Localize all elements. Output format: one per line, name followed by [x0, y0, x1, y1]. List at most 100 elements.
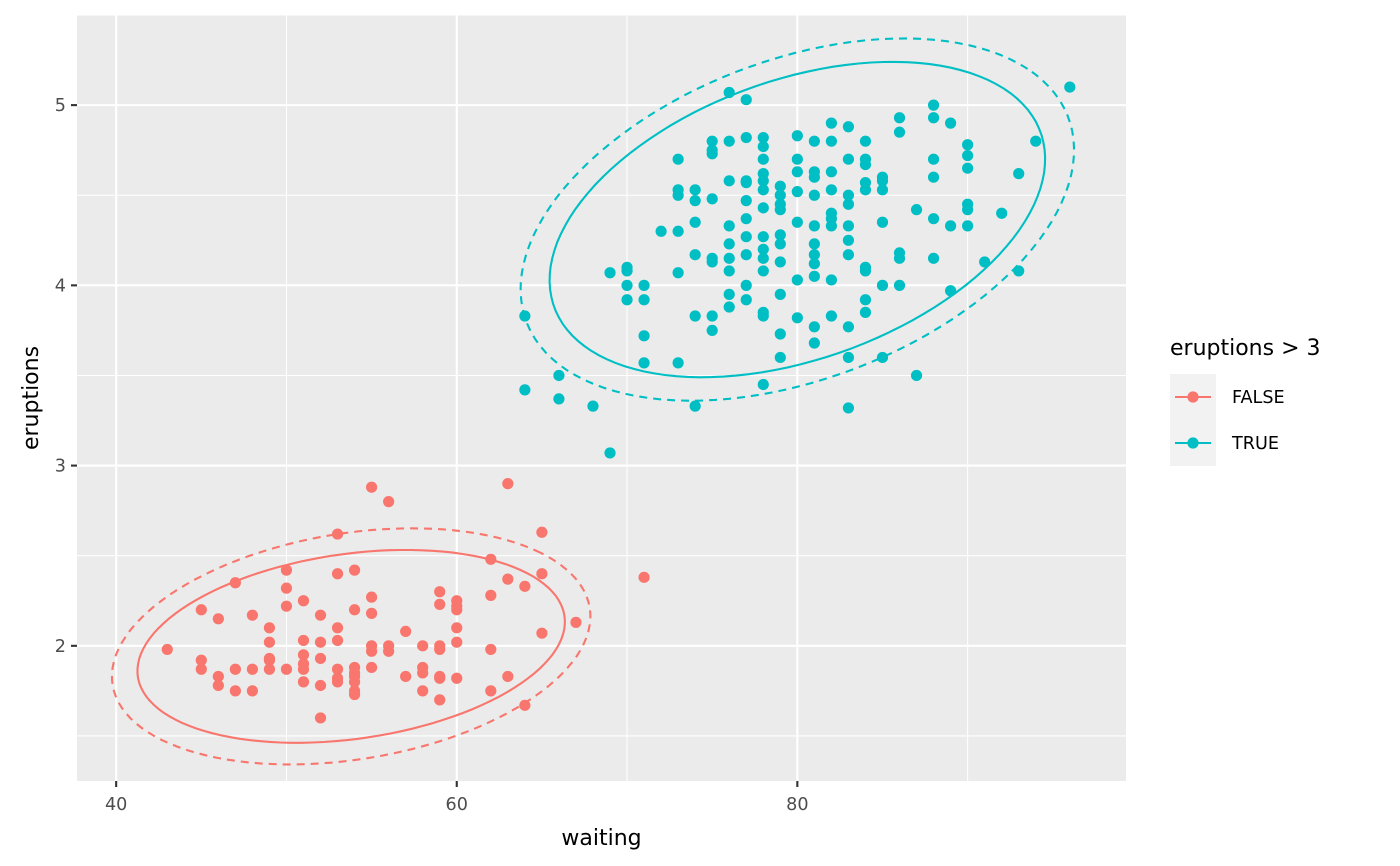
data-point: [331, 663, 344, 675]
data-point: [451, 672, 463, 684]
data-point: [893, 112, 906, 124]
data-point: [383, 496, 395, 508]
data-point: [604, 447, 616, 459]
data-point: [962, 139, 974, 151]
data-point: [893, 279, 906, 291]
data-point: [366, 591, 378, 603]
data-point: [757, 252, 769, 264]
data-point: [519, 580, 531, 592]
data-point: [740, 94, 752, 106]
data-point: [808, 238, 820, 250]
data-point: [842, 189, 855, 201]
data-point: [485, 685, 497, 697]
data-point: [859, 306, 872, 318]
data-point: [434, 640, 446, 652]
data-point: [348, 661, 361, 674]
data-point: [297, 658, 310, 670]
data-point: [757, 168, 769, 180]
data-point: [1064, 81, 1076, 93]
data-point: [212, 679, 224, 692]
data-point: [740, 131, 752, 144]
data-point: [348, 564, 361, 576]
x-axis-title: waiting: [561, 826, 641, 851]
data-point: [740, 175, 752, 187]
data-point: [791, 186, 803, 198]
data-point: [825, 274, 837, 286]
data-point: [229, 577, 241, 589]
data-point: [502, 573, 514, 585]
data-point: [297, 634, 310, 647]
data-point: [723, 175, 735, 187]
data-point: [195, 604, 207, 616]
panel-background: [77, 15, 1126, 781]
y-tick-label: 5: [55, 96, 66, 116]
data-point: [451, 622, 463, 634]
data-point: [314, 636, 327, 648]
data-point: [757, 184, 769, 196]
data-point: [774, 256, 786, 268]
data-point: [944, 285, 957, 297]
x-tick-label: 40: [105, 795, 127, 815]
legend-title: eruptions > 3: [1170, 336, 1321, 361]
data-point: [348, 685, 361, 697]
legend-items: FALSE TRUE: [1170, 374, 1285, 466]
data-point: [638, 571, 650, 583]
data-point: [842, 402, 855, 414]
data-point: [876, 279, 889, 291]
data-point: [757, 140, 769, 153]
x-tick-label: 80: [786, 795, 808, 815]
data-point: [314, 652, 327, 665]
data-point: [366, 607, 378, 619]
data-point: [723, 288, 735, 300]
data-point: [366, 640, 378, 652]
data-point: [246, 685, 259, 697]
data-point: [297, 595, 310, 607]
data-point: [246, 609, 259, 621]
data-point: [502, 670, 514, 683]
legend: eruptions > 3 FALSE TRUE: [1170, 336, 1321, 466]
data-point: [774, 328, 786, 340]
data-point: [791, 166, 803, 178]
data-point: [706, 324, 718, 337]
data-point: [791, 274, 803, 286]
data-point: [808, 220, 820, 232]
data-point: [927, 252, 940, 264]
data-point: [229, 685, 241, 697]
data-point: [723, 220, 735, 232]
data-point: [825, 184, 837, 196]
data-point: [757, 378, 769, 391]
axes: 40 60 80 2 3 4 5: [55, 96, 809, 815]
data-point: [485, 643, 497, 656]
confidence-ellipse-solid: [548, 60, 1047, 379]
data-point: [791, 312, 803, 324]
data-point: [757, 202, 769, 214]
data-point: [893, 247, 906, 259]
data-point: [331, 672, 344, 684]
data-point: [757, 131, 769, 144]
data-point: [638, 279, 650, 291]
data-series: [110, 37, 1076, 766]
data-point: [536, 627, 548, 639]
y-tick-label: 3: [55, 457, 66, 477]
data-point: [774, 189, 786, 201]
data-point: [842, 153, 855, 165]
data-point: [672, 357, 684, 369]
data-point: [859, 294, 872, 306]
data-point: [689, 310, 701, 322]
legend-item-false: FALSE: [1170, 374, 1285, 420]
data-point: [706, 252, 718, 264]
data-point: [723, 301, 735, 313]
data-point: [434, 586, 446, 598]
data-point: [876, 184, 889, 196]
data-point: [212, 670, 224, 683]
data-point: [331, 568, 344, 580]
data-point: [774, 351, 786, 364]
data-point: [451, 636, 463, 648]
data-point: [280, 564, 293, 576]
data-point: [331, 622, 344, 634]
data-point: [229, 663, 241, 675]
data-point: [161, 643, 173, 656]
data-point: [774, 198, 786, 210]
data-point: [621, 294, 633, 306]
data-point: [962, 162, 974, 174]
